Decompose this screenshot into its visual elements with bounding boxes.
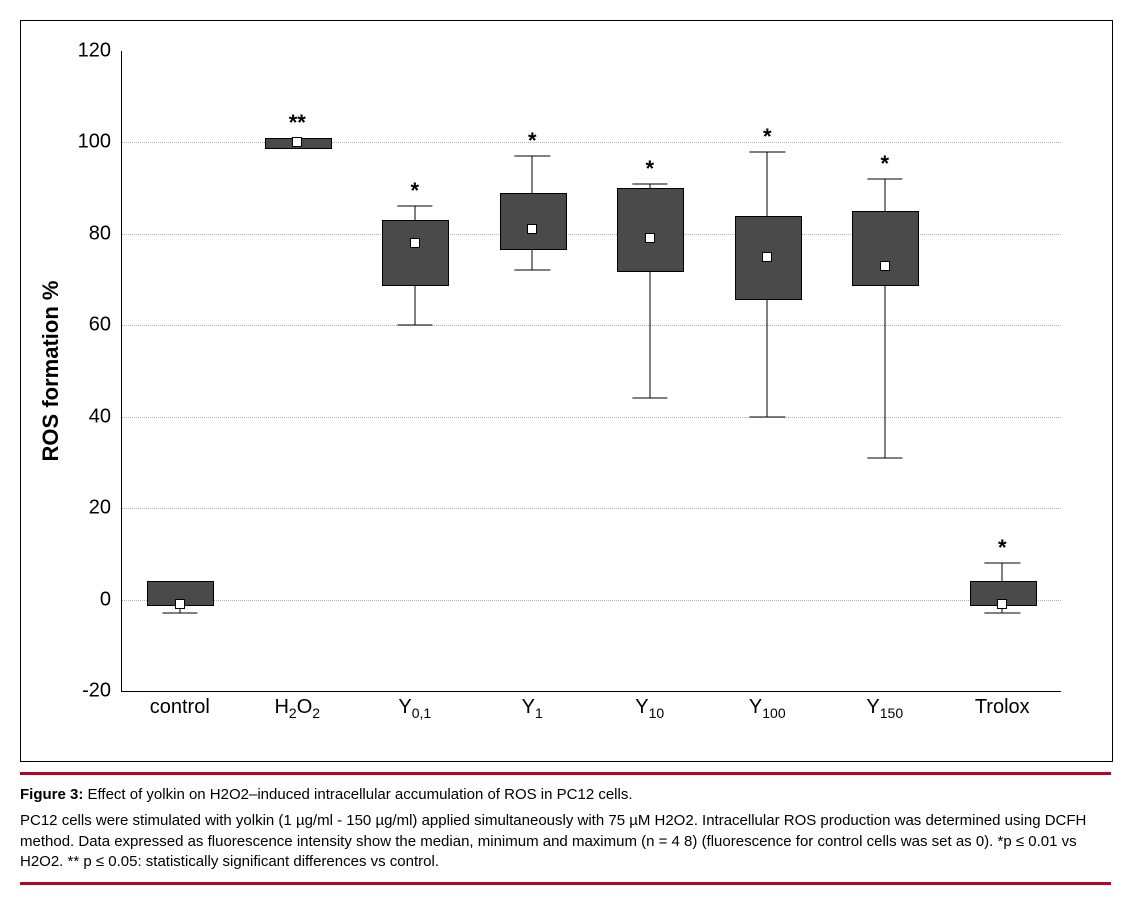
ytick-label: 0 [71,588,111,611]
plot-area: ROS formation % -20020406080100120contro… [121,51,1061,691]
median-marker [645,233,655,243]
xtick-label: H2O2 [274,696,320,721]
median-marker [997,599,1007,609]
xtick-label: Y10 [635,696,664,721]
significance-label: * [763,124,772,150]
ytick-label: -20 [71,680,111,703]
median-marker [527,224,537,234]
gridline [121,417,1061,418]
ytick-label: 120 [71,40,111,63]
median-marker [762,252,772,262]
boxplot-box [382,220,449,286]
ytick-label: 40 [71,405,111,428]
caption-title: Figure 3: Effect of yolkin on H2O2–induc… [20,785,1111,805]
xtick-label: Y1 [522,696,543,721]
boxplot-box [617,188,684,272]
caption-title-text: Effect of yolkin on H2O2–induced intrace… [83,786,632,803]
ytick-label: 20 [71,497,111,520]
gridline [121,508,1061,509]
median-marker [410,238,420,248]
ytick-label: 80 [71,222,111,245]
significance-label: * [410,178,419,204]
chart-frame: ROS formation % -20 0 20 40 60 80 100 120 contro… [20,20,1113,762]
caption-body: PC12 cells were stimulated with yolkin (… [20,811,1111,872]
boxplot-box [500,193,567,250]
median-marker [880,261,890,271]
xtick-label: Y0,1 [398,696,431,721]
xtick-label: Y150 [866,696,903,721]
xtick-label: Y100 [749,696,786,721]
significance-label: ** [289,110,306,136]
median-marker [175,599,185,609]
gridline [121,142,1061,143]
figure-container: ROS formation % -20 0 20 40 60 80 100 120 contro… [20,20,1111,885]
ytick-label: 60 [71,314,111,337]
y-axis-label: ROS formation % [38,281,64,462]
gridline [121,600,1061,601]
gridline [121,325,1061,326]
gridline [121,234,1061,235]
significance-label: * [528,128,537,154]
significance-label: * [645,156,654,182]
significance-label: * [998,535,1007,561]
boxplot-box [852,211,919,286]
ytick-label: 100 [71,131,111,154]
xtick-label: Trolox [975,696,1030,719]
median-marker [292,137,302,147]
significance-label: * [880,151,889,177]
xtick-label: control [150,696,210,719]
figure-caption: Figure 3: Effect of yolkin on H2O2–induc… [20,772,1111,885]
caption-title-prefix: Figure 3: [20,786,83,803]
